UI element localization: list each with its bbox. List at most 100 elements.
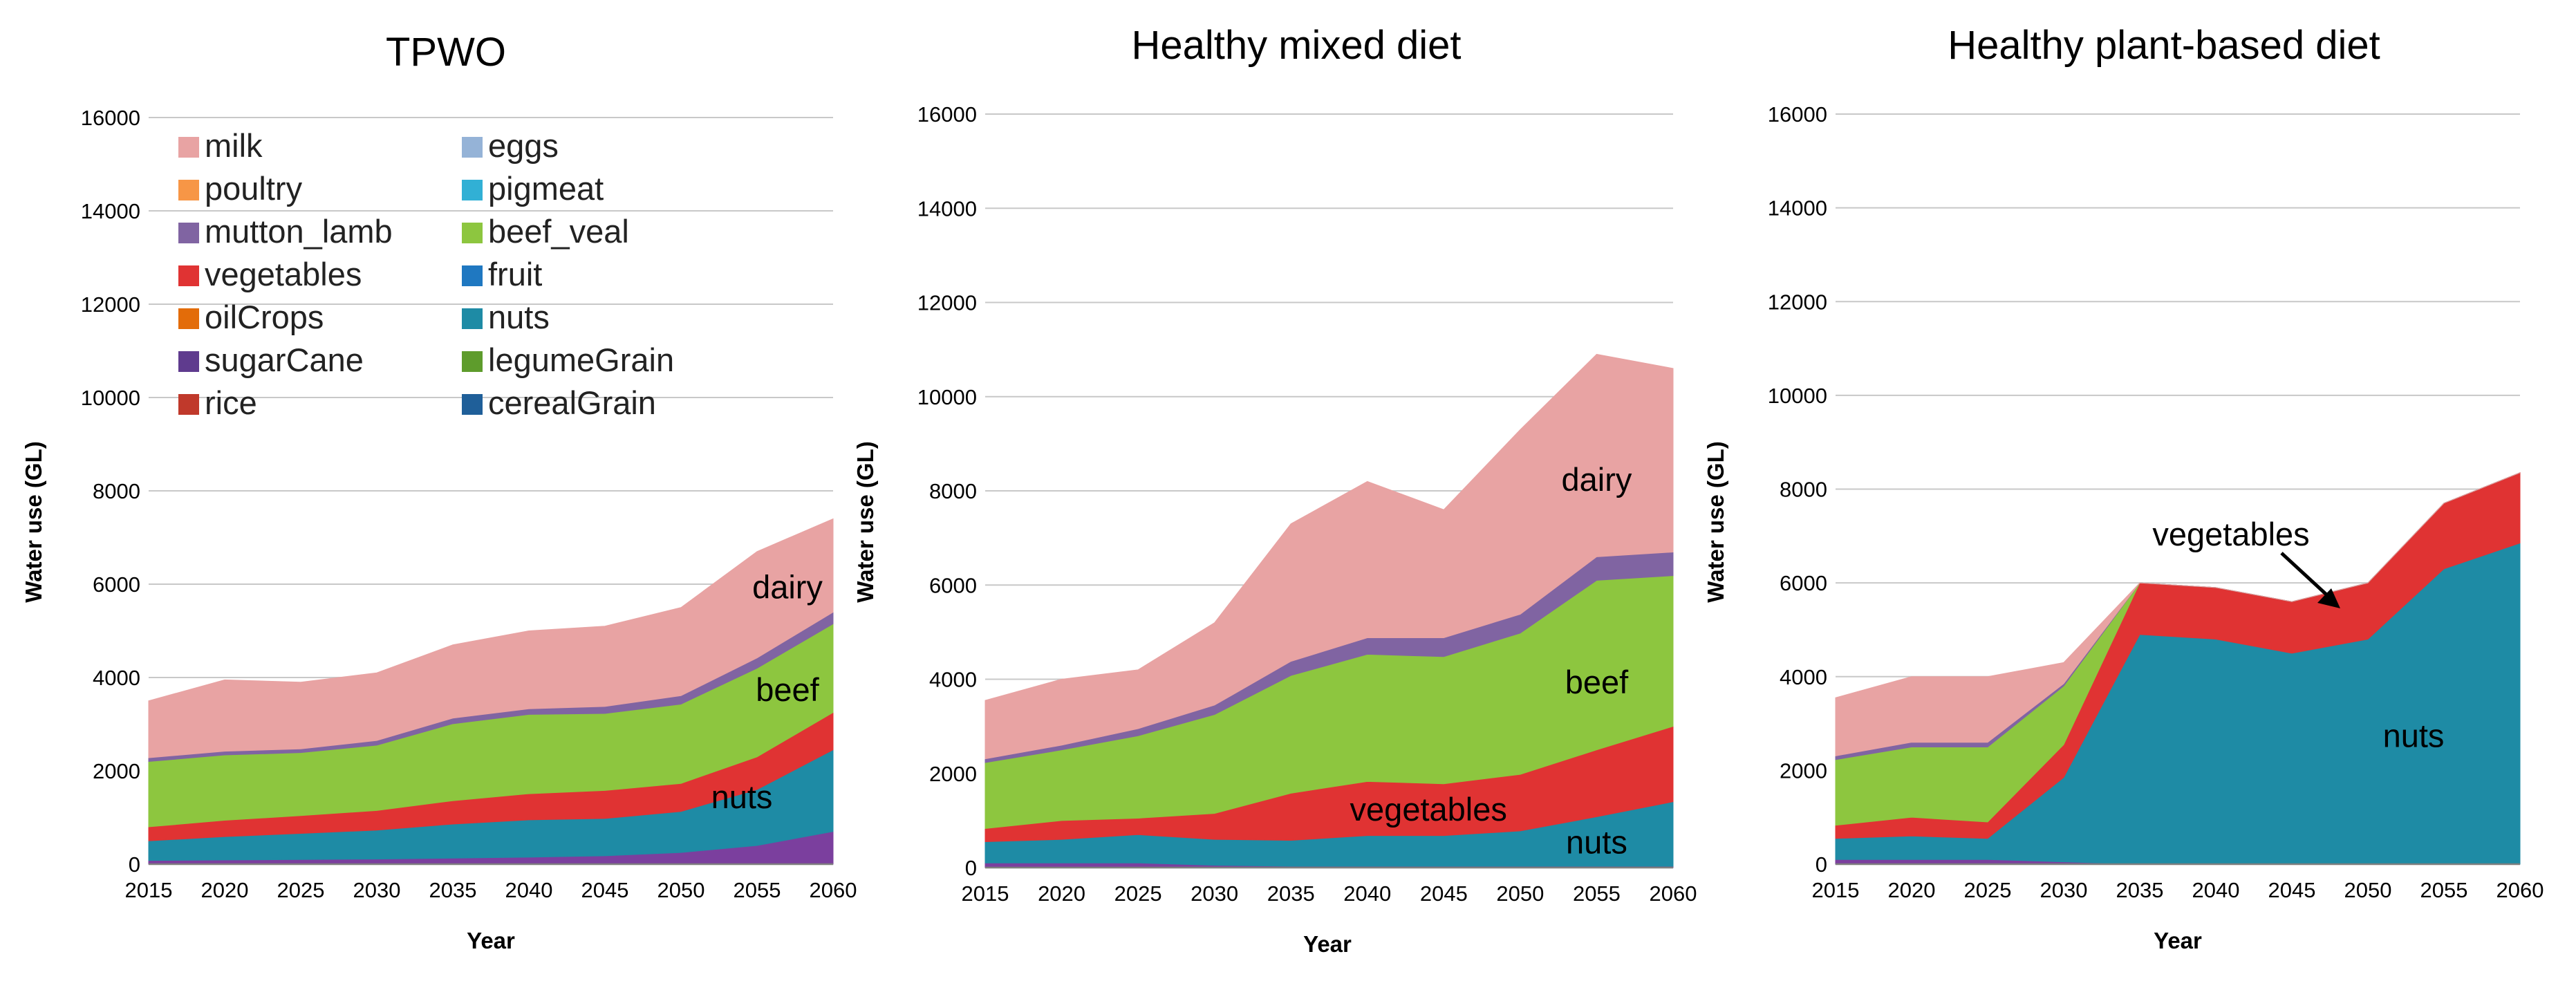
- legend-label: poultry: [205, 170, 303, 207]
- y-tick-label: 14000: [917, 196, 977, 221]
- legend-swatch: [462, 137, 483, 158]
- legend-swatch: [462, 223, 483, 243]
- x-tick-label: 2060: [2496, 878, 2544, 902]
- legend-swatch: [178, 351, 199, 372]
- x-tick-label: 2060: [1650, 881, 1697, 906]
- x-tick-label: 2055: [2420, 878, 2468, 902]
- x-axis-label: Year: [467, 928, 515, 953]
- annotation-dairy: dairy: [1562, 461, 1632, 498]
- annotation-nuts: nuts: [2383, 717, 2445, 754]
- x-tick-label: 2015: [125, 878, 173, 902]
- legend-swatch: [178, 223, 199, 243]
- x-axis-label: Year: [1303, 931, 1352, 957]
- annotation-beef: beef: [756, 671, 819, 708]
- legend-label: vegetables: [205, 256, 362, 292]
- x-tick-label: 2025: [1964, 878, 2012, 902]
- y-tick-label: 2000: [929, 762, 977, 786]
- y-tick-label: 4000: [93, 666, 140, 690]
- legend-swatch: [462, 351, 483, 372]
- annotation-nuts: nuts: [711, 778, 773, 815]
- x-tick-label: 2045: [581, 878, 629, 902]
- legend-swatch: [178, 308, 199, 329]
- y-tick-label: 6000: [1780, 571, 1827, 595]
- x-tick-label: 2040: [505, 878, 553, 902]
- x-tick-label: 2055: [734, 878, 781, 902]
- x-tick-label: 2030: [2040, 878, 2088, 902]
- y-tick-label: 14000: [1768, 196, 1827, 221]
- x-tick-label: 2060: [810, 878, 857, 902]
- x-tick-label: 2035: [2116, 878, 2164, 902]
- y-tick-label: 8000: [93, 479, 140, 503]
- x-tick-label: 2015: [962, 881, 1009, 906]
- y-tick-label: 6000: [93, 572, 140, 597]
- y-tick-label: 8000: [929, 479, 977, 503]
- y-tick-label: 16000: [1768, 102, 1827, 127]
- legend-label: oilCrops: [205, 299, 324, 335]
- x-tick-label: 2020: [201, 878, 249, 902]
- legend-swatch: [462, 265, 483, 286]
- x-tick-label: 2040: [1343, 881, 1391, 906]
- y-tick-label: 12000: [1768, 290, 1827, 314]
- y-tick-label: 16000: [81, 106, 140, 130]
- x-tick-label: 2030: [1191, 881, 1238, 906]
- legend-label: sugarCane: [205, 342, 364, 378]
- x-tick-label: 2020: [1038, 881, 1085, 906]
- legend-swatch: [178, 265, 199, 286]
- annotation-dairy: dairy: [752, 568, 823, 605]
- legend-label: pigmeat: [488, 170, 604, 207]
- y-tick-label: 14000: [81, 199, 140, 223]
- y-tick-label: 2000: [93, 759, 140, 783]
- annotation-beef: beef: [1565, 664, 1629, 700]
- legend-swatch: [178, 180, 199, 200]
- legend-swatch: [462, 308, 483, 329]
- x-tick-label: 2025: [1114, 881, 1162, 906]
- x-tick-label: 2045: [1420, 881, 1468, 906]
- legend-label: nuts: [488, 299, 550, 335]
- legend-label: eggs: [488, 127, 559, 164]
- x-tick-label: 2025: [277, 878, 325, 902]
- y-tick-label: 0: [1816, 852, 1827, 877]
- x-tick-label: 2055: [1573, 881, 1621, 906]
- x-axis-label: Year: [2154, 928, 2202, 953]
- legend: milk poultry mutton_lamb vegetables oilCrops…: [178, 127, 674, 421]
- y-tick-label: 10000: [81, 386, 140, 410]
- panel-tpwo: TPWO 0 2000 4000 6000 8000 10000 12000 14000 160…: [21, 30, 857, 953]
- y-axis-label: Water use (GL): [21, 441, 46, 602]
- area-milk: [1835, 472, 2521, 756]
- panel-title: TPWO: [386, 30, 506, 75]
- y-tick-label: 6000: [929, 573, 977, 597]
- area-milk: [984, 353, 1674, 760]
- y-tick-label: 12000: [917, 291, 977, 315]
- y-tick-label: 0: [965, 856, 977, 880]
- legend-label: mutton_lamb: [205, 213, 393, 250]
- x-tick-label: 2035: [429, 878, 477, 902]
- panel-title: Healthy mixed diet: [1131, 23, 1461, 68]
- y-tick-label: 12000: [81, 292, 140, 317]
- annotation-vegetables: vegetables: [1350, 791, 1507, 828]
- y-tick-label: 4000: [929, 668, 977, 692]
- x-tick-label: 2035: [1267, 881, 1315, 906]
- annotation-nuts: nuts: [1566, 824, 1627, 861]
- legend-label: rice: [205, 384, 257, 421]
- legend-swatch: [178, 137, 199, 158]
- legend-swatch: [178, 394, 199, 415]
- x-tick-label: 2045: [2268, 878, 2316, 902]
- legend-label: fruit: [488, 256, 542, 292]
- legend-label: milk: [205, 127, 263, 164]
- legend-label: cerealGrain: [488, 384, 656, 421]
- x-tick-label: 2050: [657, 878, 705, 902]
- y-tick-label: 10000: [1768, 384, 1827, 408]
- y-tick-label: 0: [129, 852, 140, 877]
- panel-healthy-plant-based-diet: Healthy plant-based diet 0 2000 4000 6000 80…: [1703, 23, 2544, 953]
- legend-label: legumeGrain: [488, 342, 674, 378]
- vegetables-arrow: [2280, 552, 2340, 608]
- y-tick-label: 4000: [1780, 665, 1827, 689]
- panel-healthy-mixed-diet: Healthy mixed diet 0 2000 4000 6000 8000 1000…: [852, 23, 1697, 957]
- y-axis-label: Water use (GL): [852, 441, 878, 602]
- area-milk: [148, 518, 834, 758]
- y-tick-label: 8000: [1780, 478, 1827, 502]
- legend-swatch: [462, 394, 483, 415]
- annotation-vegetables: vegetables: [2152, 516, 2309, 552]
- panel-title: Healthy plant-based diet: [1948, 23, 2380, 68]
